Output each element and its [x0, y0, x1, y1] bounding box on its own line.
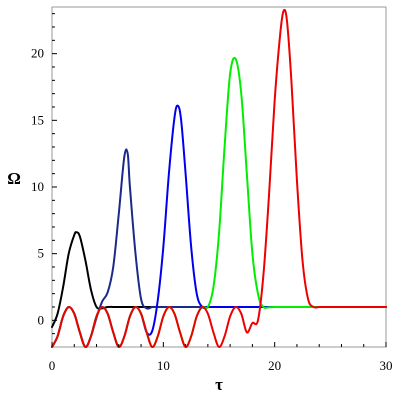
- y-axis-ticks: 0 5 10 15 20: [31, 13, 57, 335]
- x-tick-label: 20: [268, 358, 281, 373]
- series-line-5: [51, 8, 387, 348]
- series-line-2: [51, 148, 387, 348]
- y-tick-label: 5: [38, 246, 45, 261]
- y-axis-title: Ω: [7, 169, 21, 188]
- x-tick-label: 10: [157, 358, 170, 373]
- x-tick-label: 0: [49, 358, 56, 373]
- series-line-1: [51, 231, 387, 328]
- y-tick-label: 0: [38, 312, 45, 327]
- y-tick-label: 15: [31, 112, 44, 127]
- series-layer: [51, 8, 387, 348]
- x-axis-ticks: 0 10 20 30: [49, 342, 393, 373]
- x-axis-title: τ: [215, 375, 223, 394]
- y-tick-label: 20: [31, 46, 44, 61]
- x-tick-label: 30: [380, 358, 393, 373]
- y-tick-label: 10: [31, 179, 44, 194]
- plot-frame: [51, 6, 387, 348]
- plot-border: [51, 6, 387, 348]
